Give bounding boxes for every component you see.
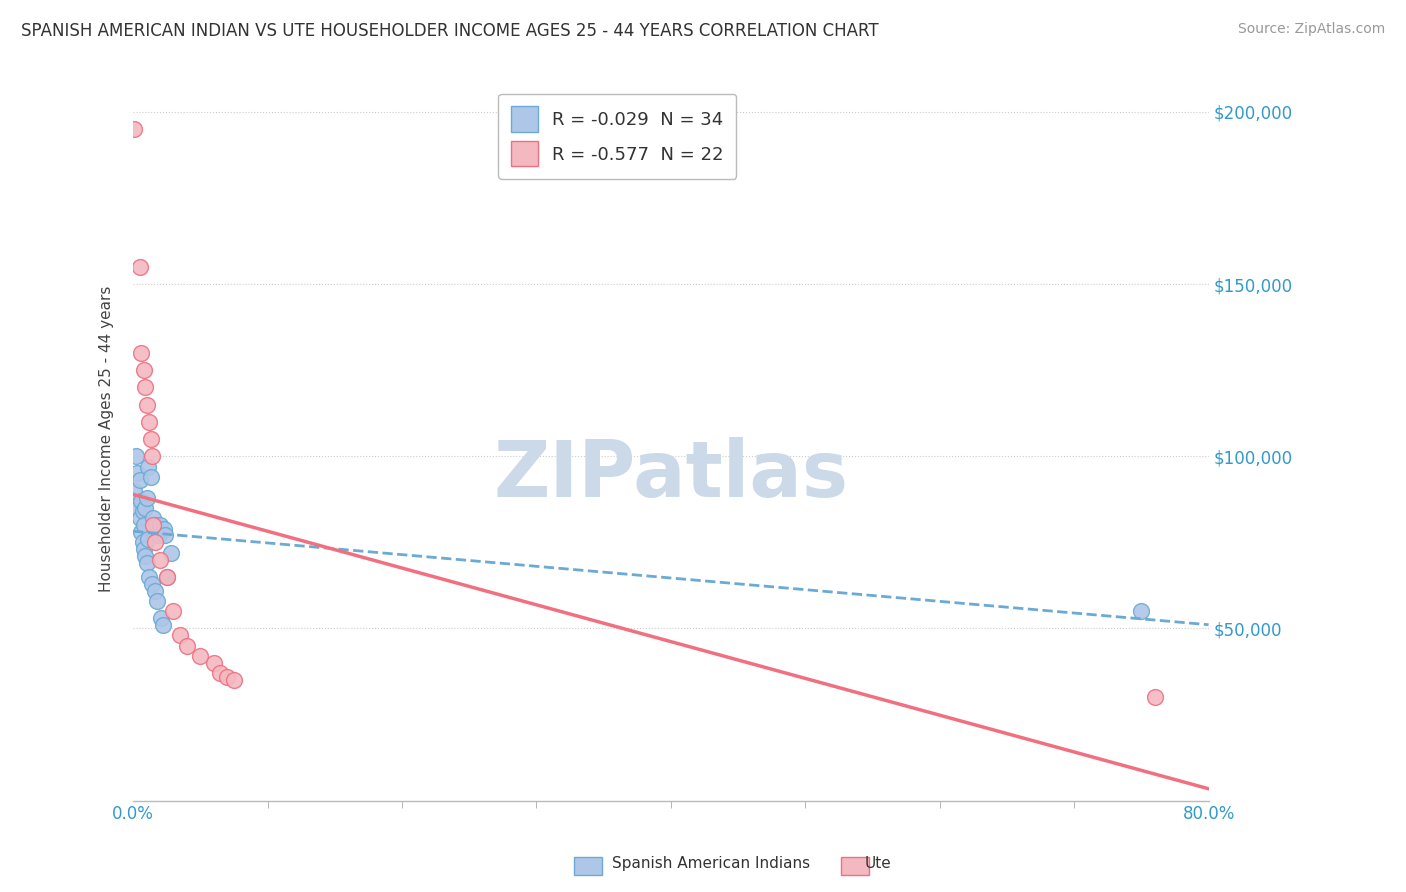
- Point: [132, 363, 155, 377]
- Point: [169, 628, 191, 642]
- Point: [143, 535, 166, 549]
- Point: [155, 528, 177, 542]
- Text: ZIPatlas: ZIPatlas: [494, 437, 848, 513]
- Point: [129, 494, 152, 508]
- Point: [127, 467, 149, 481]
- Point: [132, 542, 155, 557]
- Point: [150, 611, 173, 625]
- Point: [136, 459, 159, 474]
- Point: [153, 522, 176, 536]
- Point: [141, 449, 163, 463]
- Point: [132, 518, 155, 533]
- Point: [148, 528, 170, 542]
- Point: [127, 500, 149, 515]
- Point: [142, 518, 165, 533]
- Point: [156, 570, 179, 584]
- Point: [142, 511, 165, 525]
- Point: [128, 474, 150, 488]
- Point: [124, 483, 146, 498]
- Point: [129, 346, 152, 360]
- Legend: R = -0.029  N = 34, R = -0.577  N = 22: R = -0.029 N = 34, R = -0.577 N = 22: [498, 94, 737, 179]
- Text: Source: ZipAtlas.com: Source: ZipAtlas.com: [1237, 22, 1385, 37]
- Point: [1143, 690, 1166, 705]
- Point: [156, 570, 179, 584]
- Point: [135, 491, 157, 505]
- Point: [129, 524, 152, 539]
- Point: [145, 518, 167, 533]
- Point: [159, 546, 181, 560]
- Point: [139, 470, 162, 484]
- Text: Spanish American Indians: Spanish American Indians: [612, 856, 810, 871]
- Point: [152, 618, 174, 632]
- Text: Ute: Ute: [865, 856, 891, 871]
- Point: [217, 670, 239, 684]
- Point: [141, 576, 163, 591]
- Point: [124, 122, 146, 136]
- Point: [188, 648, 211, 663]
- Point: [176, 639, 198, 653]
- Point: [135, 398, 157, 412]
- Y-axis label: Householder Income Ages 25 - 44 years: Householder Income Ages 25 - 44 years: [100, 285, 114, 592]
- Point: [1130, 604, 1153, 618]
- Point: [131, 504, 153, 518]
- Point: [131, 535, 153, 549]
- Point: [125, 449, 148, 463]
- Point: [146, 594, 169, 608]
- Point: [209, 666, 232, 681]
- Point: [139, 432, 162, 446]
- Point: [134, 500, 156, 515]
- Point: [136, 532, 159, 546]
- Point: [128, 511, 150, 525]
- Point: [134, 380, 156, 394]
- Point: [149, 518, 172, 533]
- Point: [143, 583, 166, 598]
- Point: [202, 656, 225, 670]
- Point: [128, 260, 150, 274]
- Text: SPANISH AMERICAN INDIAN VS UTE HOUSEHOLDER INCOME AGES 25 - 44 YEARS CORRELATION: SPANISH AMERICAN INDIAN VS UTE HOUSEHOLD…: [21, 22, 879, 40]
- Point: [162, 604, 184, 618]
- Point: [138, 415, 160, 429]
- Point: [134, 549, 156, 563]
- Point: [149, 552, 172, 566]
- Point: [138, 570, 160, 584]
- Point: [135, 556, 157, 570]
- Point: [222, 673, 245, 687]
